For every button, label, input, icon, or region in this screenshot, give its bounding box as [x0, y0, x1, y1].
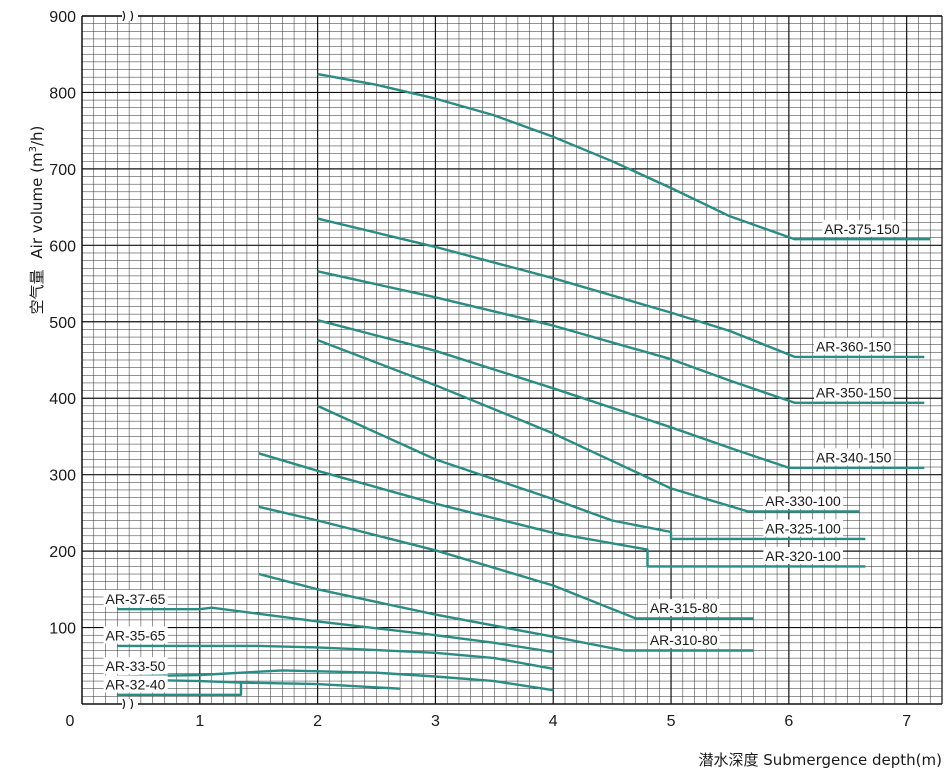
- series-label-bg: [103, 675, 168, 693]
- x-tick-label: 4: [549, 713, 558, 730]
- series-label-bg: [763, 519, 843, 537]
- x-tick-label: 1: [195, 713, 204, 730]
- series-label-bg: [647, 631, 720, 649]
- series-line-ar-37-65: [117, 606, 554, 654]
- series-label-bg: [763, 492, 843, 510]
- series-line-ar-325-100: [317, 404, 866, 541]
- series-line-ar-315-80: [258, 505, 754, 620]
- y-tick-labels: 100 200 300 400 500 600 700 800 900: [49, 9, 76, 638]
- series-label: AR-350-150: [816, 384, 892, 400]
- y-axis-title-end: /h): [28, 126, 46, 146]
- series-label-bg: [813, 448, 894, 466]
- series-line-ar-320-100: [258, 452, 866, 568]
- series-label: AR-35-65: [106, 628, 166, 644]
- series-label-bg: [813, 383, 894, 401]
- series-line-ar-375-150: [317, 72, 931, 241]
- minor-grid: [82, 16, 942, 704]
- plot-frame: [81, 15, 943, 705]
- x-axis-title: 潜水深度 Submergence depth(m): [698, 751, 942, 769]
- series-lines: [117, 72, 931, 696]
- series-label-bg: [103, 626, 168, 644]
- series-label: AR-330-100: [765, 493, 841, 509]
- y-tick-label: 600: [49, 238, 76, 255]
- series-label-bg: [103, 589, 168, 607]
- y-axis-title-sup: 3: [28, 146, 39, 152]
- series-label: AR-325-100: [765, 521, 841, 537]
- series-label-bg: [822, 219, 902, 237]
- series-label: AR-32-40: [106, 676, 166, 692]
- series-label-bg: [763, 547, 843, 565]
- y-axis-title: 空气量 Air volume (m3/h): [28, 126, 46, 315]
- y-axis-title-cn: 空气量: [28, 269, 46, 314]
- series-label: AR-360-150: [816, 339, 892, 355]
- y-tick-label: 300: [49, 468, 76, 485]
- series-line-ar-330-100: [317, 338, 860, 513]
- y-axis-title-en: Air volume (m: [28, 152, 46, 258]
- series-line-ar-33-50: [117, 669, 554, 692]
- series-label: AR-33-50: [106, 658, 166, 674]
- axis-break-mark: [122, 10, 126, 22]
- x-tick-label: 6: [784, 713, 793, 730]
- series-line-ar-350-150: [317, 270, 925, 404]
- series-line-segment-13: [117, 681, 243, 696]
- series-line-ar-310-80: [258, 572, 754, 652]
- y-tick-label: 500: [49, 315, 76, 332]
- axis-break-mark: [122, 698, 126, 710]
- x-tick-labels: 0 1 2 3 4 5 6 7: [66, 713, 912, 730]
- axis-break-gap: [122, 11, 138, 21]
- series-line-ar-35-65: [117, 644, 554, 670]
- axis-break-mark: [130, 10, 134, 22]
- series-line-ar-340-150: [317, 319, 925, 469]
- series-line-ar-360-150: [317, 217, 925, 359]
- series-label-bg: [813, 337, 894, 355]
- series-label: AR-340-150: [816, 449, 892, 465]
- series-labels: AR-375-150 AR-360-150 AR-350-150 AR-340-150…: [103, 219, 902, 693]
- axis-break-gap: [122, 699, 138, 709]
- y-tick-label: 100: [49, 621, 76, 638]
- y-tick-label: 700: [49, 162, 76, 179]
- y-tick-label: 900: [49, 9, 76, 26]
- series-label: AR-315-80: [650, 600, 718, 616]
- x-tick-label: 5: [667, 713, 676, 730]
- x-tick-label: 0: [66, 713, 75, 730]
- series-label: AR-37-65: [106, 591, 166, 607]
- x-tick-label: 7: [902, 713, 911, 730]
- series-label: AR-375-150: [824, 221, 900, 237]
- x-tick-label: 3: [431, 713, 440, 730]
- axis-break-mark: [130, 698, 134, 710]
- y-tick-label: 800: [49, 85, 76, 102]
- x-tick-label: 2: [313, 713, 322, 730]
- y-tick-label: 400: [49, 391, 76, 408]
- y-tick-label: 200: [49, 544, 76, 561]
- series-label-bg: [103, 657, 168, 675]
- series-label: AR-320-100: [765, 548, 841, 564]
- axis-breaks: [122, 10, 138, 710]
- series-label-bg: [647, 599, 720, 617]
- series-label: AR-310-80: [650, 632, 718, 648]
